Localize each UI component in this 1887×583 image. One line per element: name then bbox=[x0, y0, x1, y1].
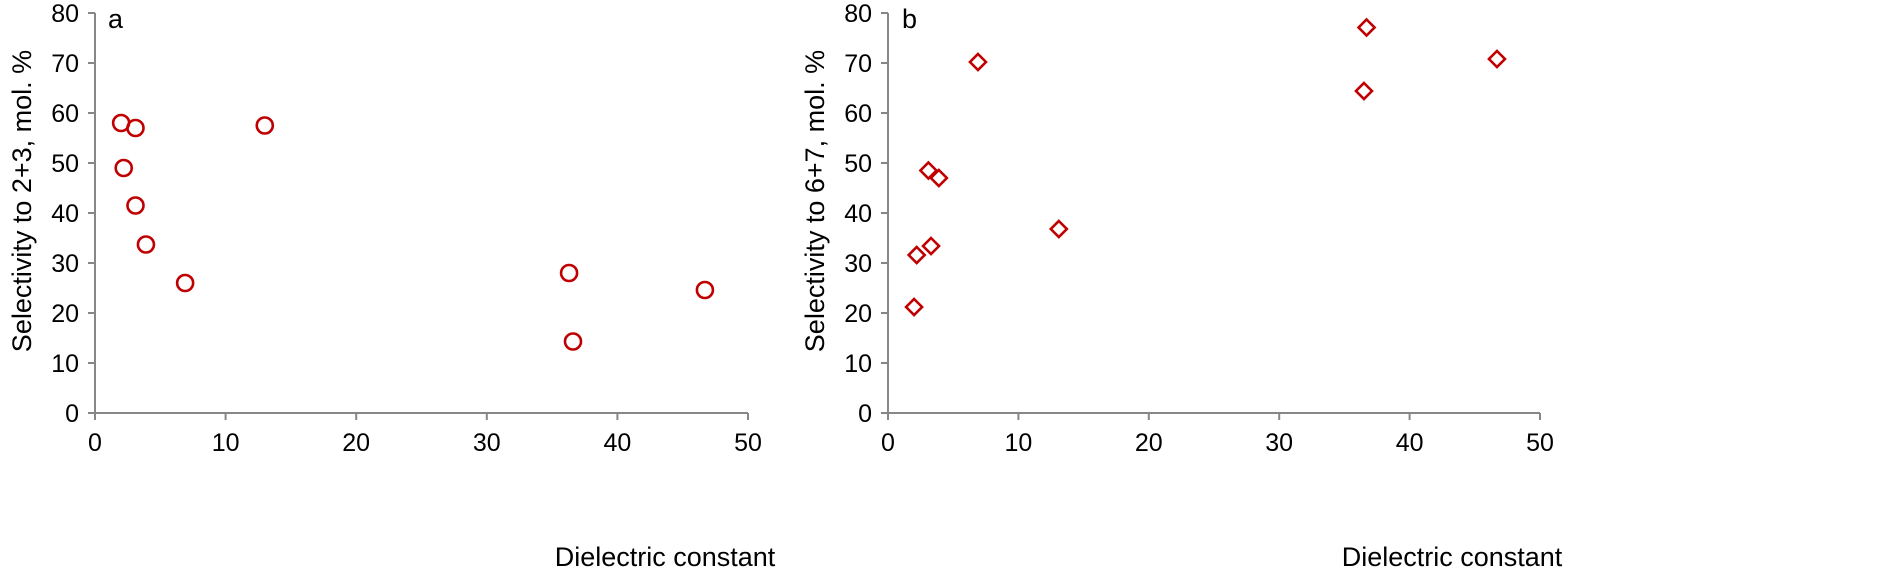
chart-a-data-point bbox=[136, 235, 156, 254]
chart-b-data-point bbox=[929, 168, 949, 188]
chart-a-y-tick-label: 40 bbox=[51, 200, 79, 228]
chart-b-x-tick-label: 50 bbox=[1526, 429, 1554, 457]
chart-a-panel-label: a bbox=[108, 4, 124, 34]
chart-a: 0 10 20 30 40 50 60 70 80 0 10 20 30 40 50 Dielectric c… bbox=[7, 0, 776, 572]
chart-b-data-point bbox=[968, 52, 988, 72]
chart-a-data-point bbox=[563, 332, 583, 351]
chart-a-x-tick-label: 20 bbox=[342, 429, 370, 457]
chart-a-data-point bbox=[559, 263, 579, 283]
chart-b-y-tick-label: 40 bbox=[844, 200, 872, 228]
chart-b-y-tick-label: 10 bbox=[844, 350, 872, 378]
chart-b-y-tick-label: 30 bbox=[844, 250, 872, 278]
chart-a-data-point bbox=[255, 116, 275, 135]
chart-a-y-tick-label: 80 bbox=[51, 0, 79, 28]
chart-b-data-point bbox=[904, 297, 924, 317]
chart-b-x-axis-title: Dielectric constant bbox=[1342, 542, 1563, 572]
chart-b-y-tick-label: 80 bbox=[844, 0, 872, 28]
chart-b-x-tick-label: 0 bbox=[881, 429, 895, 457]
chart-b-x-tick-label: 30 bbox=[1265, 429, 1293, 457]
chart-a-x-tick-label: 30 bbox=[473, 429, 501, 457]
chart-a-data-point bbox=[695, 280, 715, 300]
chart-a-y-tick-label: 60 bbox=[51, 100, 79, 128]
chart-a-y-tick-label: 30 bbox=[51, 250, 79, 278]
chart-b-data-point bbox=[1048, 219, 1069, 239]
chart-a-y-tick-label: 10 bbox=[51, 350, 79, 378]
chart-a-x-tick-label: 50 bbox=[734, 429, 762, 457]
chart-a-y-tick-label: 50 bbox=[51, 150, 79, 178]
chart-b-x-tick-label: 40 bbox=[1396, 429, 1424, 457]
chart-a-data-point bbox=[126, 196, 145, 215]
chart-b-x-tick-label: 20 bbox=[1135, 429, 1163, 457]
chart-b-y-axis-title: Selectivity to 6+7, mol. % bbox=[800, 50, 830, 352]
chart-b-data-point bbox=[918, 160, 939, 181]
chart-b-y-tick-label: 0 bbox=[858, 400, 872, 428]
chart-b-y-tick-label: 60 bbox=[844, 100, 872, 128]
chart-a-x-axis-title: Dielectric constant bbox=[555, 542, 776, 572]
chart-a-data-point bbox=[126, 118, 145, 138]
chart-b-y-tick-label: 70 bbox=[844, 50, 872, 78]
chart-b-data-point bbox=[906, 245, 927, 265]
chart-a-y-tick-label: 20 bbox=[51, 300, 79, 328]
chart-a-y-tick-label: 70 bbox=[51, 50, 79, 78]
chart-a-y-axis-title: Selectivity to 2+3, mol. % bbox=[7, 50, 37, 352]
chart-a-x-tick-label: 10 bbox=[212, 429, 240, 457]
chart-a-data-point bbox=[114, 158, 134, 178]
chart-b: 0 10 20 30 40 50 60 70 80 0 10 20 30 40 50 Dielectric c… bbox=[800, 0, 1563, 572]
chart-a-x-tick-label: 40 bbox=[603, 429, 631, 457]
chart-b-data-point bbox=[1487, 49, 1507, 69]
chart-b-data-point bbox=[1354, 81, 1374, 101]
chart-b-data-point bbox=[1356, 17, 1377, 38]
chart-a-y-tick-label: 0 bbox=[65, 400, 79, 428]
chart-b-y-tick-label: 20 bbox=[844, 300, 872, 328]
chart-b-panel-label: b bbox=[902, 4, 917, 34]
chart-b-data-point bbox=[921, 236, 941, 256]
chart-b-y-tick-label: 50 bbox=[844, 150, 872, 178]
chart-b-x-tick-label: 10 bbox=[1004, 429, 1032, 457]
chart-a-data-point bbox=[175, 273, 195, 293]
chart-a-x-tick-label: 0 bbox=[88, 429, 102, 457]
